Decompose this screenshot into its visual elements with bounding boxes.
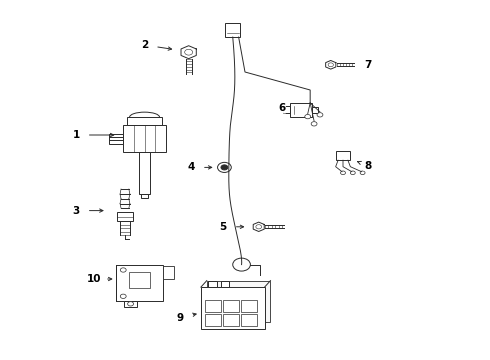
Text: 2: 2: [141, 40, 148, 50]
Bar: [313, 107, 318, 113]
Circle shape: [341, 171, 345, 175]
Bar: [241, 300, 257, 312]
Text: 5: 5: [220, 222, 226, 232]
Circle shape: [121, 294, 126, 298]
Circle shape: [233, 258, 250, 271]
Bar: [117, 265, 163, 301]
Bar: [129, 271, 150, 288]
Bar: [163, 266, 173, 279]
Text: 10: 10: [87, 274, 101, 284]
Text: 4: 4: [187, 162, 195, 172]
Bar: [207, 281, 270, 322]
Circle shape: [305, 114, 311, 119]
Bar: [283, 106, 290, 113]
Bar: [205, 314, 220, 325]
Text: 9: 9: [177, 312, 184, 323]
Bar: [141, 194, 148, 198]
Circle shape: [317, 113, 323, 117]
Bar: [223, 300, 239, 312]
Bar: [336, 151, 350, 160]
Circle shape: [221, 165, 228, 170]
Circle shape: [218, 162, 231, 172]
Bar: [127, 117, 162, 125]
Circle shape: [121, 268, 126, 272]
Bar: [139, 152, 150, 194]
Bar: [290, 103, 313, 117]
Circle shape: [311, 122, 317, 126]
Bar: [123, 125, 166, 152]
Bar: [225, 23, 240, 37]
Bar: [109, 134, 123, 144]
Circle shape: [256, 225, 262, 229]
Circle shape: [128, 302, 133, 306]
Circle shape: [360, 171, 365, 175]
Text: 7: 7: [364, 60, 371, 70]
Bar: [123, 301, 137, 307]
Bar: [117, 212, 133, 221]
Bar: [205, 300, 220, 312]
Bar: [220, 281, 229, 287]
Bar: [208, 281, 217, 287]
Bar: [241, 314, 257, 325]
Bar: [201, 287, 265, 328]
Text: 8: 8: [364, 161, 371, 171]
Text: 1: 1: [73, 130, 79, 140]
Circle shape: [185, 49, 193, 55]
Circle shape: [328, 63, 333, 67]
Bar: [223, 314, 239, 325]
Circle shape: [350, 171, 355, 175]
Text: 3: 3: [73, 206, 79, 216]
Text: 6: 6: [278, 103, 285, 113]
